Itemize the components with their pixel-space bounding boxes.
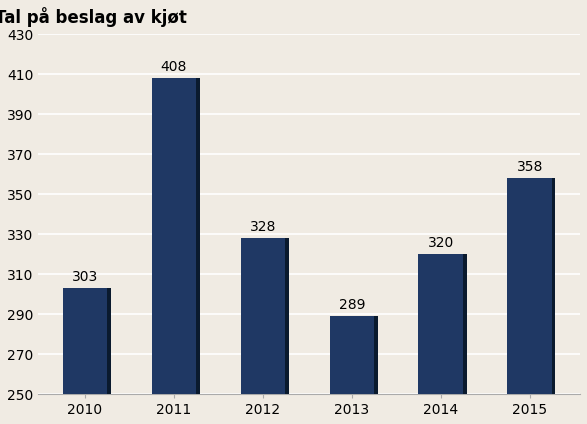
Bar [507,178,552,394]
Text: 289: 289 [339,298,365,312]
Bar [285,238,289,394]
Bar [552,178,555,394]
Bar [463,254,467,394]
Text: 303: 303 [72,270,98,284]
Bar [63,288,107,394]
Bar [151,78,196,394]
Bar [107,288,111,394]
Bar [419,254,463,394]
Text: Tal på beslag av kjøt: Tal på beslag av kjøt [0,7,187,27]
Bar [374,316,377,394]
Text: 328: 328 [249,220,276,234]
Bar [196,78,200,394]
Bar [241,238,285,394]
Text: 358: 358 [517,160,543,174]
Text: 320: 320 [427,236,454,250]
Text: 408: 408 [161,60,187,74]
Bar [329,316,374,394]
